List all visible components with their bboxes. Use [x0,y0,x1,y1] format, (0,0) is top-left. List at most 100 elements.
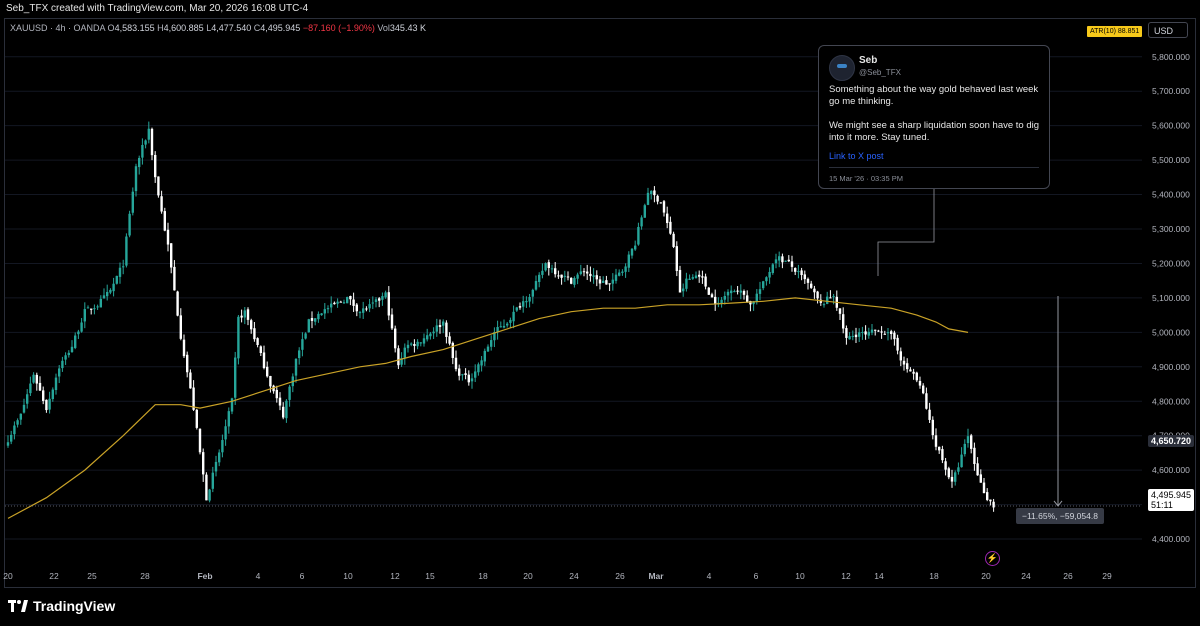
candle-body [115,275,118,284]
candle-body [704,276,707,287]
candle-body [778,256,781,261]
candle-body [902,360,906,365]
candle-body [13,425,16,435]
y-tick-label: 4,900.000 [1152,362,1190,372]
candle-body [182,339,186,357]
candle-body [442,321,445,326]
candle-body [669,221,672,234]
candle-body [346,297,349,304]
candle-body [70,346,74,353]
candle-body [659,202,662,204]
candle-body [883,333,886,335]
candle-body [96,306,99,308]
candle-body [458,368,461,376]
candle-body [634,245,637,250]
candle-body [925,393,928,409]
candle-body [819,299,822,303]
last-price: 4,495.945 [1151,490,1192,500]
tradingview-wordmark: TradingView [33,598,116,614]
candle-body [176,291,179,316]
candle-body [352,299,355,306]
legend-high: 4,600.885 [163,23,204,33]
candle-body [742,291,746,295]
last-price-tag: 4,495.945 51:11 [1148,489,1195,511]
lightning-icon[interactable]: ⚡ [985,551,1000,566]
candle-body [416,341,419,347]
legend-high-label: H [157,23,164,33]
x-tick-label: 15 [425,571,435,581]
tweet-card[interactable]: Seb @Seb_TFX Something about the way gol… [818,45,1050,189]
candle-body [563,275,566,277]
candle-body [608,283,611,285]
candle-body [547,262,550,268]
candle-body [45,399,48,411]
candle-body [157,176,160,196]
callout-connector [877,189,935,276]
candle-body [666,213,669,224]
candle-body [365,308,368,310]
candle-body [67,352,70,356]
candle-body [195,409,198,428]
candle-body [611,279,614,284]
candle-body [269,375,272,387]
currency-button[interactable]: USD [1148,22,1188,38]
tweet-link[interactable]: Link to X post [829,151,884,161]
candle-body [234,357,237,398]
candle-body [173,266,176,291]
candle-body [218,452,221,463]
candle-body [768,271,771,278]
measure-label: −11.65%, −59,054.8 [1016,508,1104,524]
candle-body [147,128,150,140]
candle-body [989,499,992,502]
legend-open: 4,583.155 [114,23,155,33]
tweet-body: Something about the way gold behaved las… [829,84,1040,143]
legend-low: 4,477.540 [211,23,252,33]
candle-body [342,302,346,304]
candle-body [592,275,595,277]
candle-body [752,301,755,305]
candle-body [429,333,432,337]
candle-body [848,336,851,340]
candle-body [435,325,438,332]
candle-body [800,270,803,276]
x-tick-label: 12 [390,571,400,581]
candle-body [170,243,173,268]
candle-body [685,278,688,289]
candle-body [803,274,806,280]
candle-body [198,428,202,453]
y-tick-label: 5,000.000 [1152,327,1190,337]
legend-open-label: O [107,23,115,33]
candle-body [29,383,32,394]
x-tick-label: 20 [981,571,991,581]
atr-label: ATR(10) [1090,28,1116,35]
candle-body [746,295,749,303]
candle-body [851,335,854,337]
x-tick-label: 26 [615,571,625,581]
candle-body [102,295,106,299]
candle-body [675,246,678,271]
x-tick-label: 14 [874,571,884,581]
candle-body [598,279,602,284]
candle-body [211,472,214,489]
candle-body [259,346,262,353]
candle-body [861,332,864,334]
candle-body [426,335,429,340]
candle-body [99,298,102,308]
candle-body [678,269,682,293]
candle-body [208,489,211,501]
candle-body [538,274,541,282]
x-tick-label: 18 [929,571,939,581]
candle-body [864,331,867,335]
candle-body [624,266,627,272]
tradingview-logo[interactable]: TradingView [8,597,115,615]
candle-body [371,302,374,304]
x-tick-label: 20 [3,571,13,581]
candle-body [928,409,931,420]
candle-body [922,385,925,394]
candle-body [262,352,266,369]
atr-badge[interactable]: ATR(10) 88.851 [1087,26,1143,37]
candle-body [829,297,832,299]
tradingview-logo-icon [8,600,28,612]
candle-body [771,264,774,274]
